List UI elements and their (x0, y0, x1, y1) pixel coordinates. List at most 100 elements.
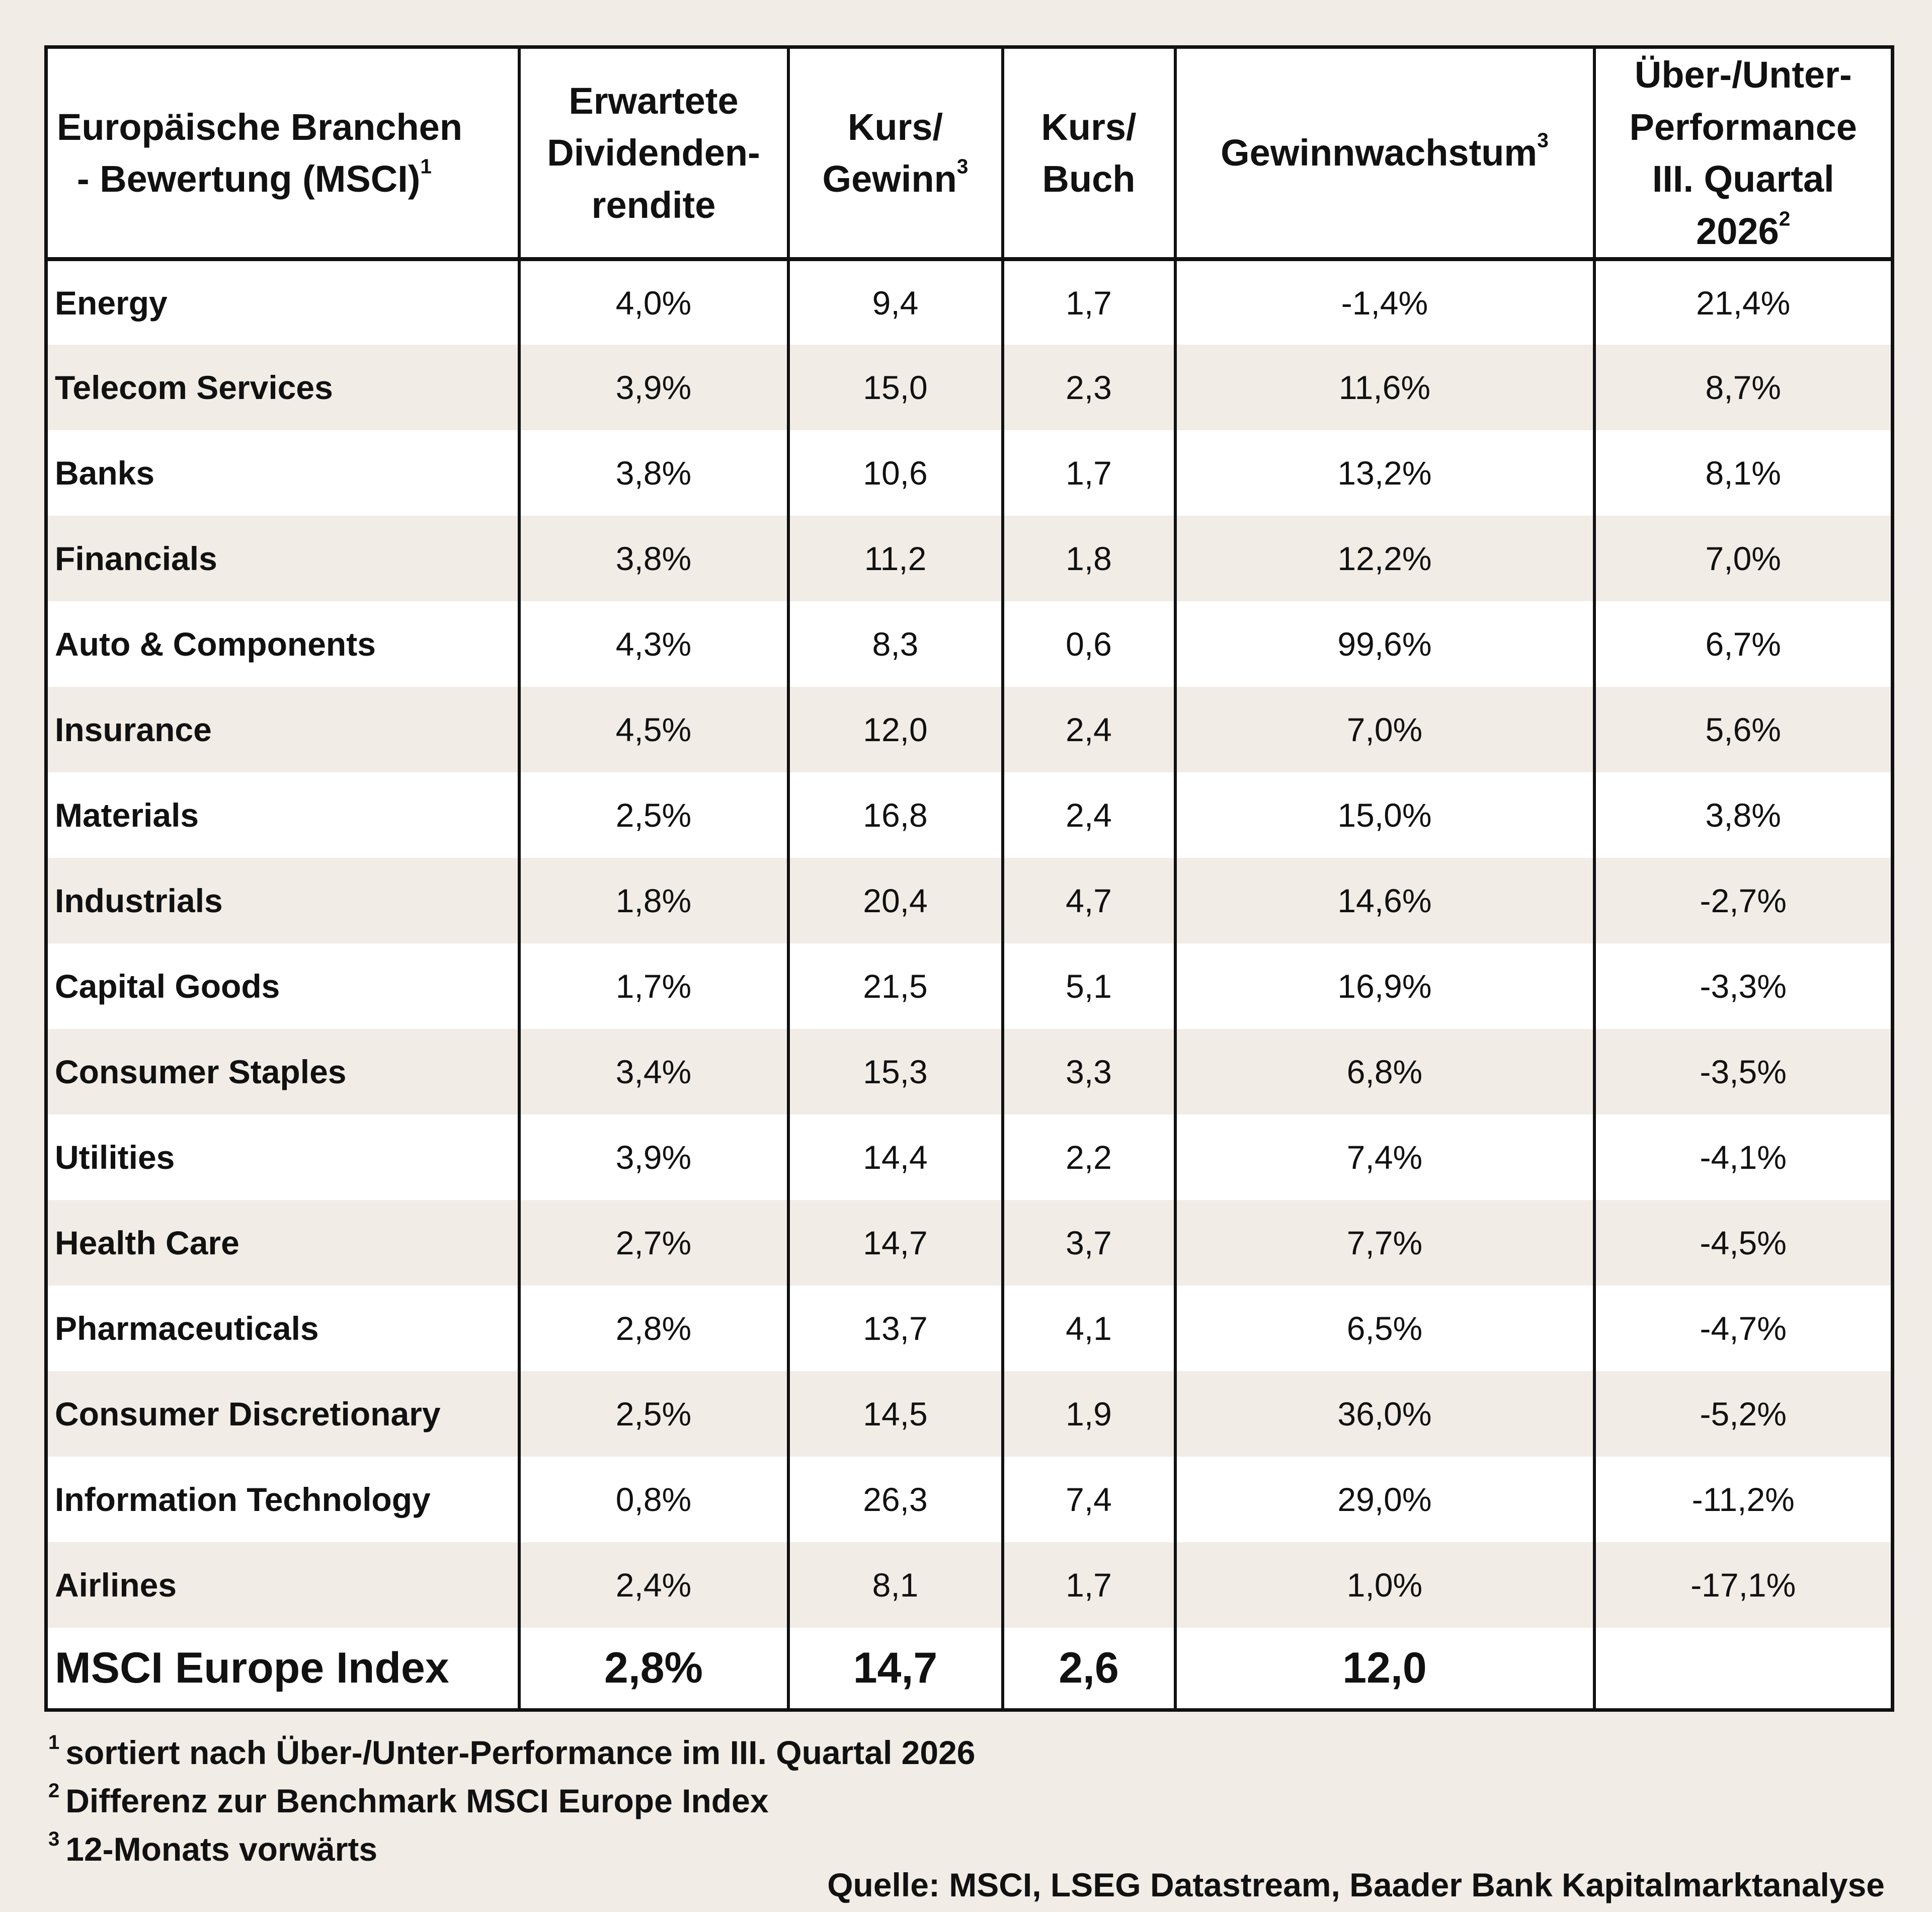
total-dividend: 2,8% (517, 1628, 788, 1710)
row-name: Financials (46, 516, 519, 602)
table-row: Materials 2,5% 16,8 2,4 15,0% 3,8% (46, 772, 1893, 858)
price-book-cell: 2,3 (1001, 345, 1175, 431)
earnings-growth-cell: 14,6% (1173, 858, 1594, 944)
performance-cell: 7,0% (1592, 516, 1893, 602)
price-book-cell: 1,7 (1001, 1542, 1175, 1628)
price-earnings-cell: 26,3 (786, 1457, 1003, 1543)
price-book-cell: 3,3 (1001, 1029, 1175, 1115)
footnote-mark: 1 (48, 1731, 60, 1754)
price-earnings-cell: 11,2 (786, 516, 1003, 602)
footnote-mark: 3 (48, 1828, 60, 1850)
dividend-yield-cell: 4,0% (517, 259, 788, 345)
header-dividend-line3: rendite (591, 184, 716, 226)
table-row: Industrials 1,8% 20,4 4,7 14,6% -2,7% (46, 858, 1893, 944)
earnings-growth-cell: 7,0% (1173, 687, 1594, 773)
performance-cell: 6,7% (1592, 601, 1893, 687)
price-earnings-cell: 15,0 (786, 345, 1003, 431)
price-book-cell: 7,4 (1001, 1457, 1175, 1543)
header-pb: Kurs/ Buch (1001, 47, 1175, 262)
performance-cell: -2,7% (1592, 858, 1893, 944)
source-note: Quelle: MSCI, LSEG Datastream, Baader Ba… (827, 1866, 1885, 1903)
earnings-growth-cell: 1,0% (1173, 1542, 1594, 1628)
table-row: Utilities 3,9% 14,4 2,2 7,4% -4,1% (46, 1114, 1893, 1201)
footnotes: 1 sortiert nach Über-/Unter-Performance i… (48, 1718, 976, 1868)
row-name: Industrials (46, 858, 519, 944)
row-name: Insurance (46, 687, 519, 773)
row-name: Auto & Components (46, 601, 519, 687)
performance-cell: -4,5% (1592, 1200, 1893, 1286)
price-book-cell: 1,7 (1001, 259, 1175, 345)
price-earnings-cell: 14,5 (786, 1371, 1003, 1457)
row-name: Health Care (46, 1200, 519, 1286)
price-earnings-cell: 14,4 (786, 1114, 1003, 1201)
footnote-ref: 2 (1779, 207, 1791, 230)
price-earnings-cell: 16,8 (786, 772, 1003, 858)
footnote-3: 3 12-Monats vorwärts (48, 1815, 975, 1868)
dividend-yield-cell: 2,7% (517, 1200, 788, 1286)
row-name: Banks (46, 430, 519, 516)
total-growth: 12,0 (1173, 1628, 1594, 1710)
total-pb: 2,6 (1001, 1628, 1175, 1710)
footnote-mark: 2 (48, 1780, 60, 1802)
header-row: Europäische Branchen - Bewertung (MSCI)1… (46, 47, 1893, 262)
dividend-yield-cell: 3,8% (517, 516, 788, 602)
table-row: Energy 4,0% 9,4 1,7 -1,4% 21,4% (46, 259, 1893, 345)
price-book-cell: 4,1 (1001, 1286, 1175, 1372)
dividend-yield-cell: 3,8% (517, 430, 788, 516)
price-earnings-cell: 21,5 (786, 943, 1003, 1029)
earnings-growth-cell: 16,9% (1173, 943, 1594, 1029)
earnings-growth-cell: 15,0% (1173, 772, 1594, 858)
performance-cell: 3,8% (1592, 772, 1893, 858)
earnings-growth-cell: 7,7% (1173, 1200, 1594, 1286)
sector-valuation-table: Europäische Branchen - Bewertung (MSCI)1… (44, 45, 1894, 1712)
row-name: Energy (46, 259, 519, 345)
dividend-yield-cell: 3,9% (517, 1114, 788, 1201)
row-name: Airlines (46, 1542, 519, 1628)
header-pb-line1: Kurs/ (1041, 106, 1137, 148)
header-perf-line1: Über-/Unter- (1634, 54, 1852, 96)
row-name: Pharmaceuticals (46, 1286, 519, 1372)
footnote-text: 12-Monats vorwärts (65, 1830, 378, 1868)
dividend-yield-cell: 2,5% (517, 772, 788, 858)
dividend-yield-cell: 3,9% (517, 345, 788, 431)
price-earnings-cell: 20,4 (786, 858, 1003, 944)
dividend-yield-cell: 2,8% (517, 1286, 788, 1372)
footnote-text: sortiert nach Über-/Unter-Performance im… (65, 1734, 976, 1771)
row-name: Telecom Services (46, 345, 519, 431)
total-name: MSCI Europe Index (46, 1628, 519, 1710)
table-row: Financials 3,8% 11,2 1,8 12,2% 7,0% (46, 516, 1893, 602)
performance-cell: 8,1% (1592, 430, 1893, 516)
footnote-text: Differenz zur Benchmark MSCI Europe Inde… (65, 1782, 769, 1819)
header-performance: Über-/Unter- Performance III. Quartal 20… (1592, 47, 1893, 262)
price-earnings-cell: 8,3 (786, 601, 1003, 687)
earnings-growth-cell: 6,5% (1173, 1286, 1594, 1372)
footnote-2: 2 Differenz zur Benchmark MSCI Europe Ind… (48, 1767, 975, 1819)
performance-cell: -3,3% (1592, 943, 1893, 1029)
table-row: Insurance 4,5% 12,0 2,4 7,0% 5,6% (46, 687, 1893, 773)
header-branch-line2: - Bewertung (MSCI) (77, 158, 421, 200)
header-growth-label: Gewinnwachstum (1221, 132, 1538, 174)
price-book-cell: 4,7 (1001, 858, 1175, 944)
price-book-cell: 5,1 (1001, 943, 1175, 1029)
earnings-growth-cell: 6,8% (1173, 1029, 1594, 1115)
performance-cell: 21,4% (1592, 259, 1893, 345)
earnings-growth-cell: 29,0% (1173, 1457, 1594, 1543)
table-row: Capital Goods 1,7% 21,5 5,1 16,9% -3,3% (46, 943, 1893, 1029)
earnings-growth-cell: 11,6% (1173, 345, 1594, 431)
header-perf-line2: Performance (1629, 106, 1857, 148)
table-row: Information Technology 0,8% 26,3 7,4 29,0% -1… (46, 1457, 1893, 1543)
price-earnings-cell: 13,7 (786, 1286, 1003, 1372)
dividend-yield-cell: 0,8% (517, 1457, 788, 1543)
price-book-cell: 2,4 (1001, 772, 1175, 858)
price-book-cell: 1,7 (1001, 430, 1175, 516)
dividend-yield-cell: 1,8% (517, 858, 788, 944)
price-book-cell: 0,6 (1001, 601, 1175, 687)
header-dividend: Erwartete Dividenden- rendite (517, 47, 788, 262)
header-pe-line1: Kurs/ (847, 106, 943, 148)
header-growth: Gewinnwachstum3 (1173, 47, 1594, 262)
price-book-cell: 3,7 (1001, 1200, 1175, 1286)
table-row: Health Care 2,7% 14,7 3,7 7,7% -4,5% (46, 1200, 1893, 1286)
dividend-yield-cell: 2,4% (517, 1542, 788, 1628)
table-row: Telecom Services 3,9% 15,0 2,3 11,6% 8,7% (46, 345, 1893, 431)
price-book-cell: 2,4 (1001, 687, 1175, 773)
